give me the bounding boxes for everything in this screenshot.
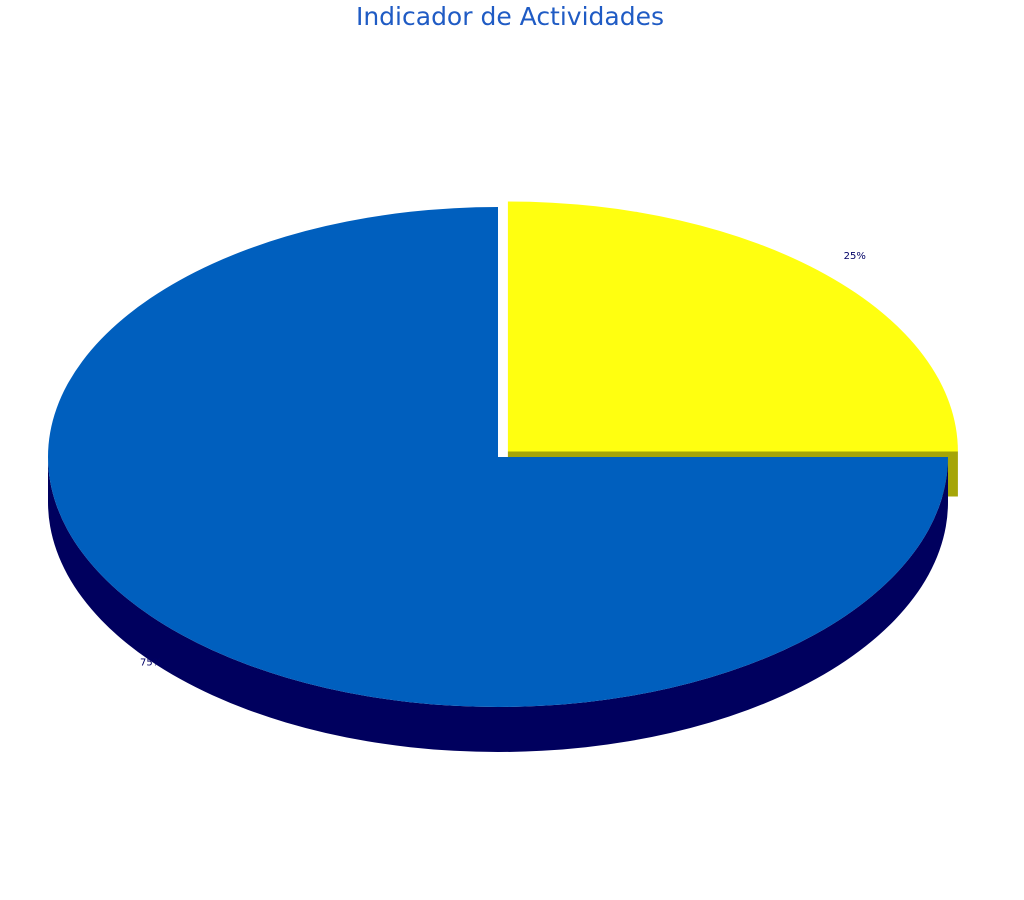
slice-label-1: 75% [140,657,162,668]
slice-labels: 25% 75% [140,251,866,669]
slice-label-0: 25% [844,251,866,262]
slice-top-0 [507,201,958,452]
slice-side-1 [48,457,948,752]
chart-title: Indicador de Actividades [355,2,665,31]
pie-tops [48,201,958,707]
slice-top-1 [48,207,948,707]
